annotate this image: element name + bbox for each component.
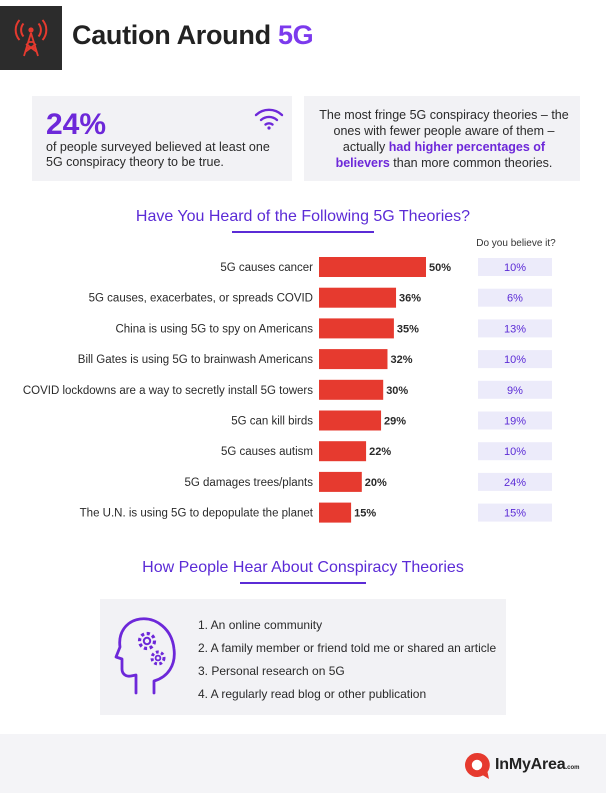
category-label: 5G causes cancer: [220, 262, 313, 274]
chart-title-underline: [232, 231, 374, 233]
category-label: COVID lockdowns are a way to secretly in…: [23, 385, 313, 397]
heard-bar: [319, 287, 397, 308]
believe-value-label: 9%: [507, 385, 523, 397]
believe-value-label: 15%: [504, 508, 526, 520]
stat-callout-right: The most fringe 5G conspiracy theories –…: [304, 96, 580, 181]
believe-value-label: 10%: [504, 354, 526, 366]
footer: InMyArea.com: [0, 734, 606, 793]
fringe-theories-note: The most fringe 5G conspiracy theories –…: [318, 107, 570, 171]
brand-text: InMyArea: [495, 756, 566, 773]
category-label: China is using 5G to spy on Americans: [115, 323, 313, 335]
category-label: 5G damages trees/plants: [185, 477, 314, 489]
believe-value-label: 13%: [504, 323, 526, 335]
believe-pill: [478, 503, 552, 522]
believe-pill: [478, 472, 552, 491]
believe-value-label: 10%: [504, 262, 526, 274]
category-label: The U.N. is using 5G to depopulate the p…: [80, 508, 314, 520]
believe-value-label: 24%: [504, 477, 526, 489]
signal-tower-icon: [0, 6, 62, 70]
bar-value-label: 50%: [429, 262, 451, 274]
stat-description: of people surveyed believed at least one…: [46, 140, 270, 169]
source-item: 4. A regularly read blog or other public…: [198, 687, 427, 701]
bar-value-label: 15%: [354, 508, 376, 520]
believe-value-label: 6%: [507, 293, 523, 305]
page-title: Caution Around 5G: [72, 20, 314, 51]
category-label: 5G causes, exacerbates, or spreads COVID: [89, 293, 313, 305]
header: Caution Around 5G: [0, 0, 606, 74]
bar-value-label: 30%: [386, 385, 408, 397]
title-main: Caution Around: [72, 20, 271, 50]
heard-bar: [319, 349, 388, 370]
believe-pill: [478, 380, 552, 399]
believe-pill: [478, 350, 552, 369]
bar-value-label: 36%: [399, 293, 421, 305]
believe-pill: [478, 442, 552, 461]
note-highlight: had higher percentages of believers: [335, 140, 546, 170]
source-item: 1. An online community: [198, 618, 323, 632]
believe-value-label: 19%: [504, 416, 526, 428]
believe-pill: [478, 288, 552, 307]
bar-value-label: 35%: [397, 323, 419, 335]
bar-value-label: 20%: [365, 477, 387, 489]
wifi-icon: [254, 108, 284, 130]
chart-title: Have You Heard of the Following 5G Theor…: [135, 208, 471, 225]
brand-name: InMyArea.com: [495, 756, 579, 774]
stat-callout-left: 24% of people surveyed believed at least…: [32, 96, 292, 181]
heard-bar: [319, 257, 426, 277]
heard-bar: [319, 502, 352, 523]
heard-bar: [319, 379, 384, 400]
category-label: 5G causes autism: [221, 446, 313, 458]
sources-panel: 1. An online community 2. A family membe…: [100, 599, 506, 715]
bar-value-label: 29%: [384, 416, 406, 428]
heard-bar: [319, 471, 362, 492]
source-item: 3. Personal research on 5G: [198, 664, 345, 678]
heard-bar: [319, 441, 367, 462]
bar-value-label: 32%: [390, 354, 412, 366]
believe-pill: [478, 258, 552, 276]
head-gears-icon: [114, 617, 176, 695]
sources-title: How People Hear About Conspiracy Theorie…: [142, 559, 464, 576]
heard-bar: [319, 318, 394, 339]
speech-bubble-logo-icon: [465, 752, 490, 779]
title-accent: 5G: [277, 20, 314, 50]
believe-column-header: Do you believe it?: [476, 238, 556, 249]
category-label: 5G can kill birds: [231, 416, 313, 428]
believe-value-label: 10%: [504, 446, 526, 458]
stat-value: 24%: [46, 108, 107, 141]
heard-bar: [319, 410, 382, 431]
source-item: 2. A family member or friend told me or …: [198, 641, 497, 655]
brand-logo: InMyArea.com: [462, 751, 592, 779]
theories-bar-chart: 5G causes cancer 50% 10% 5G causes, exacerb…: [23, 257, 552, 523]
sources-title-underline: [240, 582, 366, 584]
note-text-before: The most fringe 5G conspiracy theories –…: [319, 108, 569, 154]
bar-value-label: 22%: [369, 446, 391, 458]
sources-list: 1. An online community 2. A family membe…: [198, 614, 496, 706]
brand-suffix: .com: [565, 765, 580, 771]
believe-pill: [478, 411, 552, 430]
note-text-after: than more common theories.: [393, 156, 553, 170]
believe-pill: [478, 319, 552, 338]
category-label: Bill Gates is using 5G to brainwash Amer…: [78, 354, 313, 366]
